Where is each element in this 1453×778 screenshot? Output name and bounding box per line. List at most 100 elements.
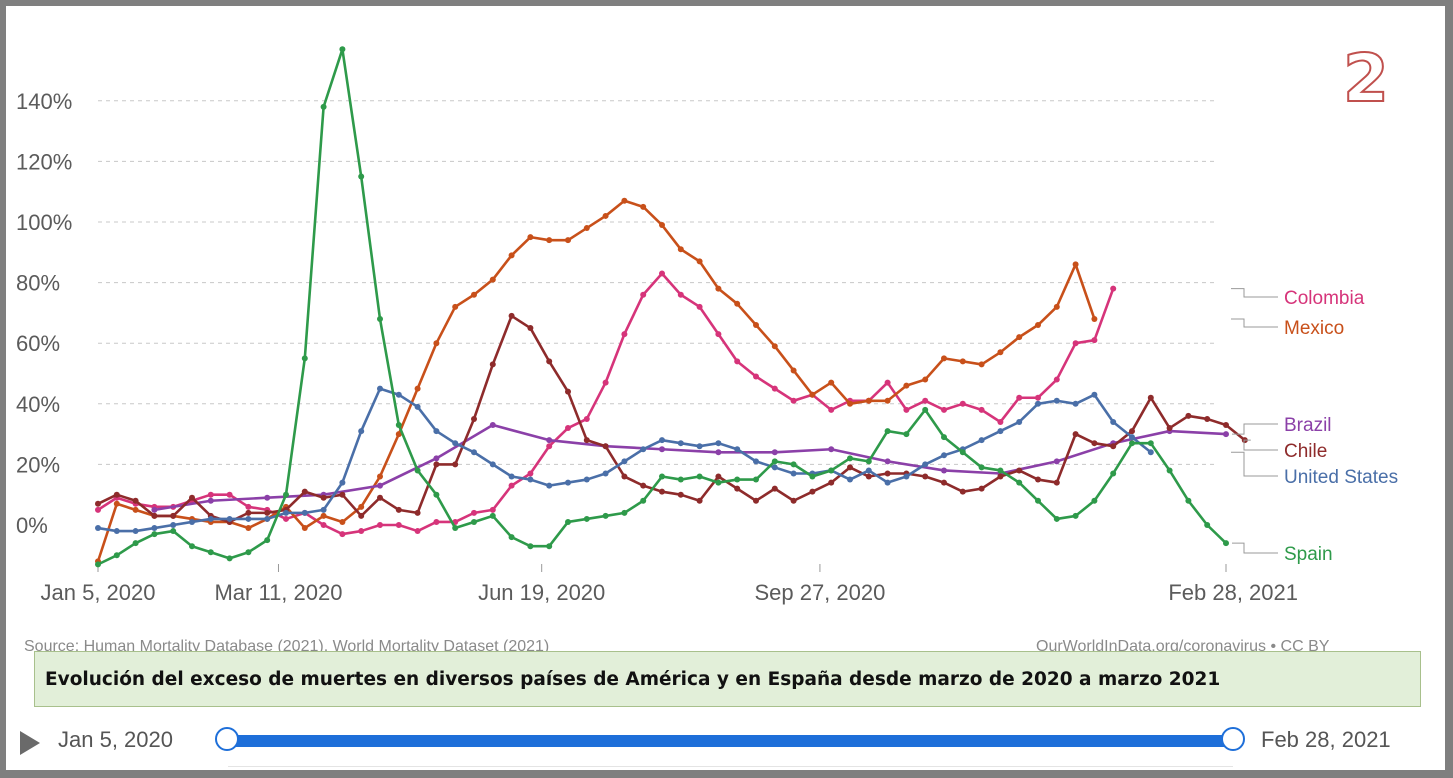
data-point [847,464,853,471]
data-point [489,512,496,519]
data-point [452,440,459,447]
legend-connector-mexico [1231,318,1278,328]
timeline-slider-track[interactable] [228,735,1233,747]
data-point [790,497,797,504]
data-point [471,509,477,516]
y-tick-label: 40% [16,392,60,417]
data-point [207,491,214,498]
data-point [565,479,571,486]
timeline-divider [228,766,1233,767]
data-point [1072,431,1079,438]
data-point [508,252,515,259]
timeline-start-handle[interactable] [215,727,239,751]
data-point [677,491,684,498]
data-point [339,46,346,53]
timeline-control: Jan 5, 2020 Feb 28, 2021 [6,711,1445,770]
data-point [395,522,402,528]
data-point [1091,497,1098,504]
data-point [1035,497,1041,504]
data-point [1091,440,1098,447]
data-point [546,543,553,550]
data-point [546,358,553,365]
data-point [659,222,665,229]
data-point [1016,479,1023,486]
data-point [433,491,440,498]
legend: Colombia Mexico Brazil Chile United States Sp… [1231,288,1398,565]
data-point [95,561,101,568]
legend-connector-colombia [1231,288,1278,298]
data-point [884,397,891,404]
legend-label-spain: Spain [1284,544,1333,565]
data-point [1053,303,1060,310]
legend-label-united-states: United States [1284,467,1398,488]
data-point [621,473,628,480]
data-point [489,276,496,283]
data-point [264,537,271,544]
data-point [301,355,308,362]
y-tick-label: 120% [16,149,72,174]
data-point [922,473,929,480]
data-point [320,506,327,513]
series-mexico [95,197,1098,565]
data-point [602,470,609,477]
data-point [884,470,891,477]
data-point [245,525,252,532]
data-point [339,479,346,486]
line-chart: 0% 20% 40% 60% 80% 100% 120% 140% Jan 5, 2020 Ma… [16,46,1398,605]
data-point [508,473,515,480]
data-point [903,431,910,438]
data-point [753,458,759,465]
data-point [1072,400,1079,407]
legend-label-brazil: Brazil [1284,415,1332,436]
data-point [715,285,722,292]
data-point [527,325,534,332]
data-point [903,473,910,480]
data-point [1053,397,1060,404]
data-point [527,476,534,483]
x-tick-label: Mar 11, 2020 [214,580,342,605]
series-united-states [95,385,1154,535]
data-point [828,446,835,453]
data-point [1129,440,1135,447]
data-point [997,428,1004,435]
data-point [527,234,534,241]
data-point [226,491,233,498]
data-point [941,467,947,474]
data-point [132,528,139,535]
play-icon[interactable] [20,731,40,755]
data-point [565,518,571,525]
data-point [959,358,966,365]
series-chile [95,312,1248,525]
data-point [189,543,195,550]
series-brazil [151,422,1229,513]
data-point [508,312,515,319]
data-point [828,479,835,486]
data-point [809,473,816,480]
data-point [602,512,609,519]
data-point [565,425,571,432]
data-point [245,503,252,510]
data-point [1053,479,1060,486]
legend-label-chile: Chile [1284,441,1327,462]
data-point [903,406,910,413]
data-point [414,403,421,410]
data-point [753,497,759,504]
data-point [395,506,402,513]
data-point [245,509,252,516]
data-point [715,440,722,447]
data-point [959,449,966,456]
data-point [433,340,440,347]
data-point [132,540,139,547]
slide-number-badge: 2 [1342,40,1390,117]
data-point [1204,415,1211,422]
timeline-end-handle[interactable] [1221,727,1245,751]
data-point [508,534,515,541]
data-point [546,482,553,489]
data-point [395,422,402,429]
data-point [95,500,101,507]
data-point [978,437,985,444]
data-point [659,488,665,495]
data-point [264,515,271,522]
data-point [884,428,891,435]
data-point [414,385,421,392]
